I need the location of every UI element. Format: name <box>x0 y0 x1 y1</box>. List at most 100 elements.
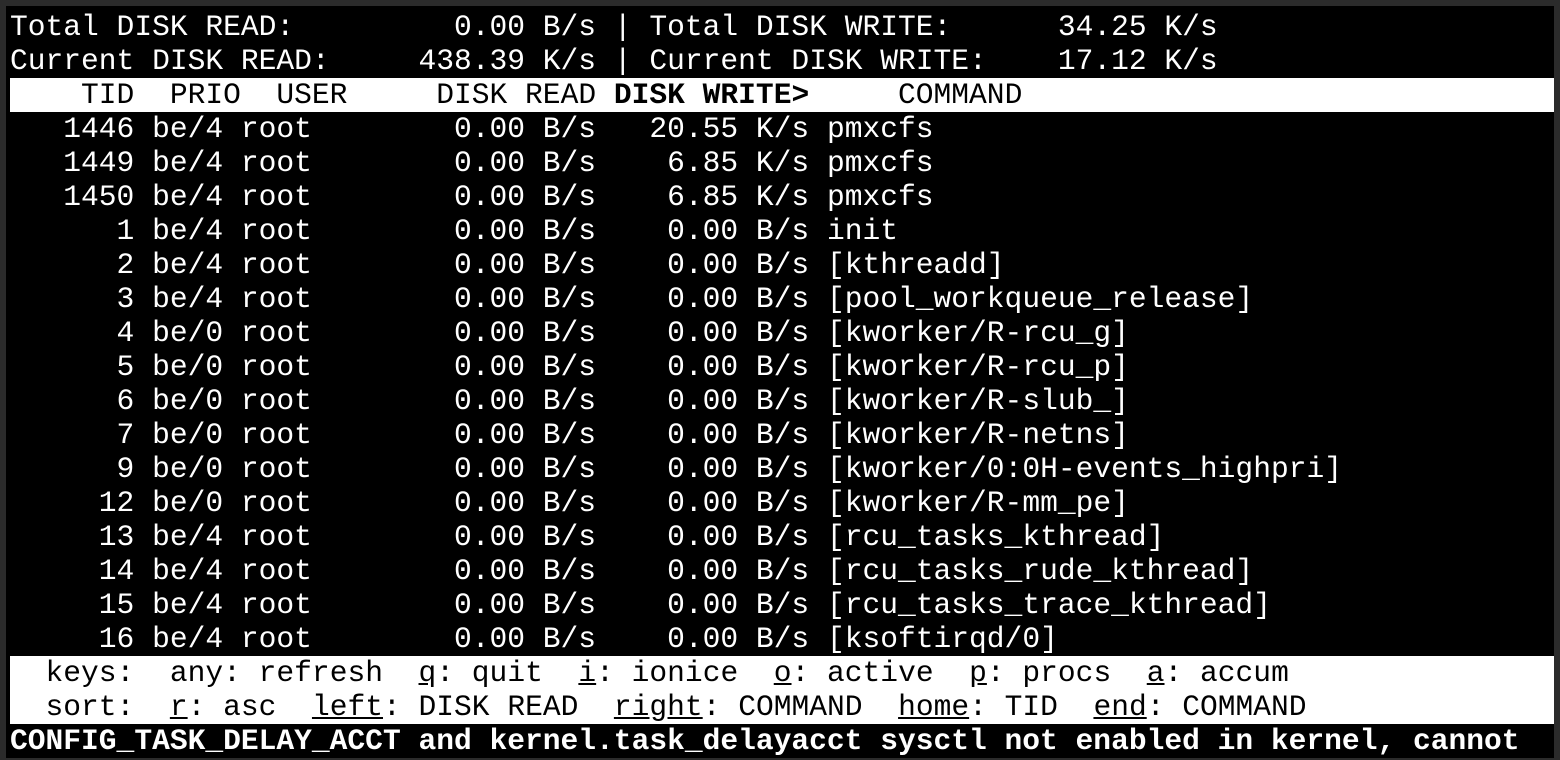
row-disk-write: 0.00 B/s <box>613 554 827 588</box>
shortcut-key-home: home <box>898 690 970 724</box>
shortcut-key-o: o <box>773 656 792 690</box>
table-row[interactable]: 1 be/4 root 0.00 B/s 0.00 B/s init <box>10 214 1554 248</box>
footer-label: keys: <box>10 656 135 690</box>
row-command: [pool_workqueue_release] <box>826 282 1254 316</box>
shortcut-key-p: p <box>969 656 987 690</box>
row-disk-write: 0.00 B/s <box>613 588 827 622</box>
footer-keys-line: keys: any: refresh q: quit i: ionice o: … <box>10 656 1554 690</box>
table-row[interactable]: 13 be/4 root 0.00 B/s 0.00 B/s [rcu_task… <box>10 520 1554 554</box>
row-prio: be/4 <box>152 180 241 214</box>
shortcut-desc: : ionice <box>596 656 739 690</box>
row-user: root <box>240 316 401 350</box>
shortcut-key-r: r <box>169 690 188 724</box>
row-disk-read: 0.00 B/s <box>400 316 614 350</box>
null <box>134 656 170 690</box>
row-prio: be/4 <box>152 214 241 248</box>
table-row[interactable]: 16 be/4 root 0.00 B/s 0.00 B/s [ksoftirq… <box>10 622 1554 656</box>
row-command: [kworker/R-slub_] <box>826 384 1129 418</box>
table-row[interactable]: 1449 be/4 root 0.00 B/s 6.85 K/s pmxcfs <box>10 146 1554 180</box>
row-command: [kworker/R-mm_pe] <box>826 486 1129 520</box>
table-row[interactable]: 6 be/0 root 0.00 B/s 0.00 B/s [kworker/R… <box>10 384 1554 418</box>
row-disk-read: 0.00 B/s <box>400 554 614 588</box>
row-user: root <box>240 452 401 486</box>
row-disk-write: 6.85 K/s <box>613 146 827 180</box>
row-user: root <box>240 146 401 180</box>
row-user: root <box>240 486 401 520</box>
row-user: root <box>240 588 401 622</box>
column-prio: PRIO <box>134 78 241 112</box>
null <box>863 690 899 724</box>
row-disk-write: 0.00 B/s <box>613 350 827 384</box>
row-tid: 12 <box>10 486 153 520</box>
row-command: [rcu_tasks_trace_kthread] <box>826 588 1271 622</box>
total-io-line: Total DISK READ: 0.00 B/s | Total DISK W… <box>10 10 1554 44</box>
row-disk-read: 0.00 B/s <box>400 486 614 520</box>
row-disk-write: 0.00 B/s <box>613 418 827 452</box>
row-disk-read: 0.00 B/s <box>400 214 614 248</box>
table-row[interactable]: 4 be/0 root 0.00 B/s 0.00 B/s [kworker/R… <box>10 316 1554 350</box>
row-prio: be/4 <box>152 282 241 316</box>
row-tid: 15 <box>10 588 153 622</box>
current-io-line: Current DISK READ: 438.39 K/s | Current … <box>10 44 1554 78</box>
column-header: TID PRIO USER DISK READ DISK WRITE> COMM… <box>10 78 1554 112</box>
table-row[interactable]: 12 be/0 root 0.00 B/s 0.00 B/s [kworker/… <box>10 486 1554 520</box>
table-row[interactable]: 14 be/4 root 0.00 B/s 0.00 B/s [rcu_task… <box>10 554 1554 588</box>
column-disk-read: DISK READ <box>436 78 597 112</box>
row-prio: be/0 <box>152 384 241 418</box>
row-tid: 1446 <box>10 112 153 146</box>
table-row[interactable]: 9 be/0 root 0.00 B/s 0.00 B/s [kworker/0… <box>10 452 1554 486</box>
row-tid: 2 <box>10 248 153 282</box>
current-write-label: Current DISK WRITE: <box>649 44 1058 78</box>
row-disk-read: 0.00 B/s <box>400 452 614 486</box>
row-user: root <box>240 180 401 214</box>
table-row[interactable]: 5 be/0 root 0.00 B/s 0.00 B/s [kworker/R… <box>10 350 1554 384</box>
row-user: root <box>240 622 401 656</box>
row-disk-write: 0.00 B/s <box>613 316 827 350</box>
row-tid: 16 <box>10 622 153 656</box>
row-prio: be/4 <box>152 622 241 656</box>
row-user: root <box>240 350 401 384</box>
row-disk-write: 0.00 B/s <box>613 622 827 656</box>
table-row[interactable]: 1446 be/4 root 0.00 B/s 20.55 K/s pmxcfs <box>10 112 1554 146</box>
shortcut-key-left: left <box>311 690 383 724</box>
row-disk-write: 0.00 B/s <box>613 282 827 316</box>
row-disk-read: 0.00 B/s <box>400 248 614 282</box>
row-disk-read: 0.00 B/s <box>400 520 614 554</box>
row-command: [kworker/R-netns] <box>826 418 1129 452</box>
terminal-window[interactable]: Total DISK READ: 0.00 B/s | Total DISK W… <box>6 6 1554 758</box>
row-prio: be/0 <box>152 350 241 384</box>
separator: | <box>596 44 650 78</box>
row-command: init <box>826 214 899 248</box>
row-tid: 7 <box>10 418 153 452</box>
shortcut-desc: : refresh <box>223 656 383 690</box>
total-write-label: Total DISK WRITE: <box>649 10 1058 44</box>
shortcut-desc: : DISK READ <box>383 690 579 724</box>
row-user: root <box>240 282 401 316</box>
row-command: [kworker/R-rcu_g] <box>826 316 1129 350</box>
row-user: root <box>240 112 401 146</box>
column-disk-write: DISK WRITE> <box>613 78 810 112</box>
shortcut-desc: : accum <box>1164 656 1289 690</box>
row-prio: be/0 <box>152 316 241 350</box>
row-disk-write: 6.85 K/s <box>613 180 827 214</box>
row-prio: be/0 <box>152 452 241 486</box>
row-tid: 1450 <box>10 180 153 214</box>
row-tid: 1449 <box>10 146 153 180</box>
table-row[interactable]: 1450 be/4 root 0.00 B/s 6.85 K/s pmxcfs <box>10 180 1554 214</box>
shortcut-desc: : active <box>791 656 934 690</box>
row-user: root <box>240 214 401 248</box>
table-row[interactable]: 3 be/4 root 0.00 B/s 0.00 B/s [pool_work… <box>10 282 1554 316</box>
row-tid: 13 <box>10 520 153 554</box>
row-command: pmxcfs <box>826 180 934 214</box>
row-tid: 9 <box>10 452 153 486</box>
null <box>383 656 419 690</box>
shortcut-desc: : COMMAND <box>702 690 863 724</box>
row-disk-read: 0.00 B/s <box>400 622 614 656</box>
row-disk-write: 0.00 B/s <box>613 384 827 418</box>
table-row[interactable]: 15 be/4 root 0.00 B/s 0.00 B/s [rcu_task… <box>10 588 1554 622</box>
table-row[interactable]: 2 be/4 root 0.00 B/s 0.00 B/s [kthreadd] <box>10 248 1554 282</box>
table-row[interactable]: 7 be/0 root 0.00 B/s 0.00 B/s [kworker/R… <box>10 418 1554 452</box>
column-tid: TID <box>10 78 135 112</box>
row-command: [ksoftirqd/0] <box>826 622 1058 656</box>
row-tid: 3 <box>10 282 153 316</box>
